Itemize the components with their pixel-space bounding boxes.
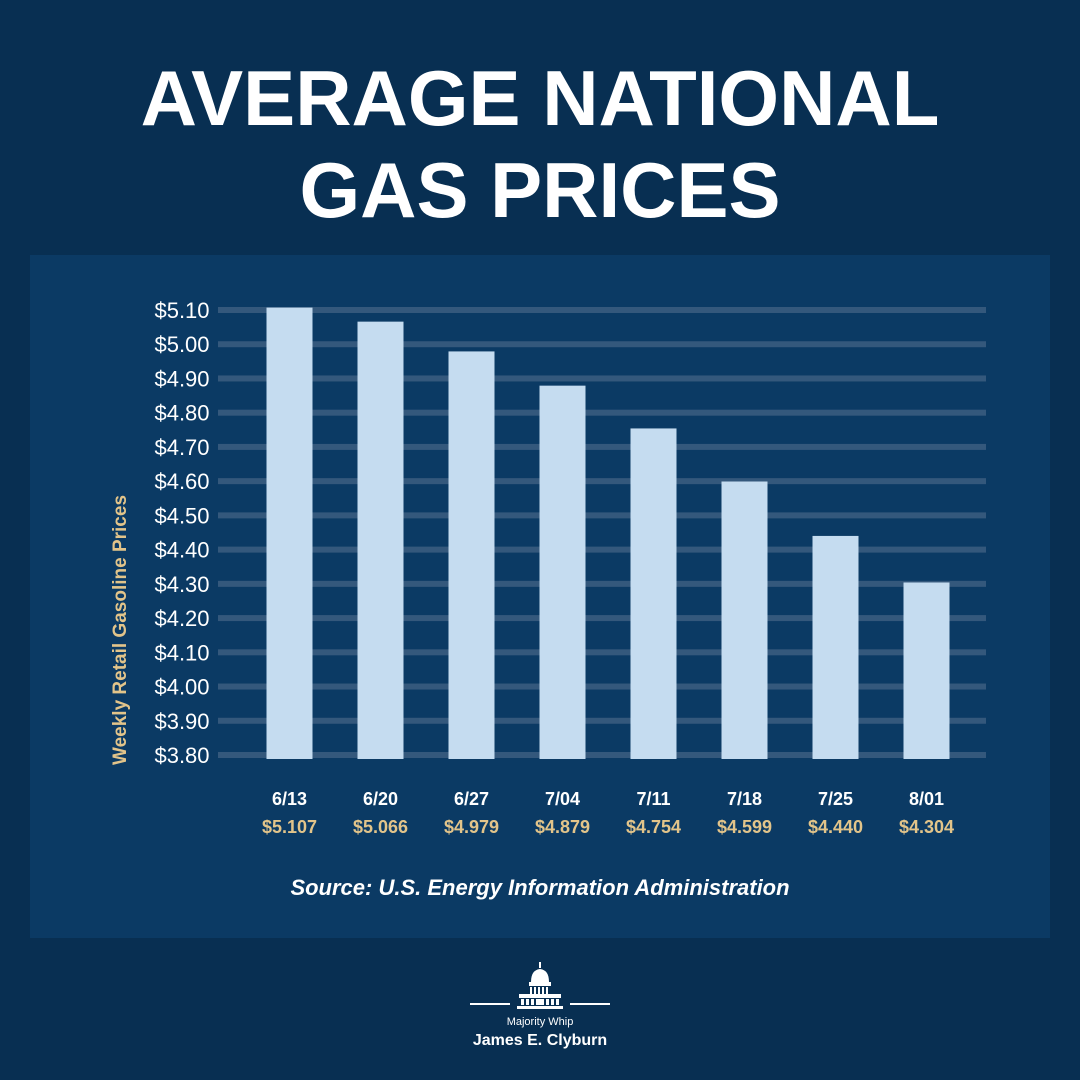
y-axis-label: Weekly Retail Gasoline Prices — [110, 495, 131, 765]
title-line-2: GAS PRICES — [299, 146, 781, 234]
chart-panel: $5.10 $5.00 $4.90 $4.80 $4.70 $4.60 $4.50 $4.40… — [30, 255, 1050, 938]
grid-line — [218, 615, 986, 622]
grid-lines — [218, 307, 986, 758]
value-label: $4.879 — [535, 817, 590, 837]
grid-line — [218, 649, 986, 656]
bar-chart: $5.10 $5.00 $4.90 $4.80 $4.70 $4.60 $4.50 $4.40… — [110, 298, 986, 837]
y-tick-label: $4.80 — [154, 401, 209, 426]
bar-8-01 — [903, 582, 950, 759]
value-label: $5.066 — [353, 817, 408, 837]
y-tick-label: $4.10 — [154, 640, 209, 665]
bars — [266, 307, 950, 759]
grid-line — [218, 341, 986, 348]
value-label: $4.304 — [899, 817, 954, 837]
footer-rule-left — [470, 1003, 510, 1005]
grid-line — [218, 443, 986, 450]
y-tick-label: $5.00 — [154, 332, 209, 357]
value-label: $4.979 — [444, 817, 499, 837]
y-tick-label: $4.70 — [154, 435, 209, 460]
grid-line — [218, 580, 986, 587]
footer-role: Majority Whip — [506, 1016, 574, 1028]
title-line-1: AVERAGE NATIONAL — [140, 54, 940, 142]
x-tick-label: 6/20 — [363, 789, 398, 809]
y-tick-label: $4.00 — [154, 675, 209, 700]
y-tick-labels: $5.10 $5.00 $4.90 $4.80 $4.70 $4.60 $4.50 $4.40… — [154, 298, 209, 768]
x-tick-label: 7/04 — [545, 789, 580, 809]
bar-6-27 — [448, 351, 495, 759]
value-label: $4.754 — [626, 817, 681, 837]
x-tick-label: 7/18 — [727, 789, 762, 809]
grid-line — [218, 375, 986, 382]
grid-line — [218, 409, 986, 416]
grid-line — [218, 546, 986, 553]
footer: Majority Whip James E. Clyburn — [0, 960, 1080, 1070]
x-tick-labels: 6/13 6/20 6/27 7/04 7/11 7/18 7/25 8/01 — [272, 789, 944, 809]
grid-line — [218, 683, 986, 690]
x-tick-label: 7/25 — [818, 789, 853, 809]
y-tick-label: $4.30 — [154, 572, 209, 597]
x-tick-label: 7/11 — [636, 789, 670, 809]
grid-line — [218, 717, 986, 724]
value-label: $5.107 — [262, 817, 317, 837]
grid-line — [218, 752, 986, 758]
bar-7-11 — [630, 428, 677, 759]
bar-6-13 — [266, 307, 313, 759]
y-tick-label: $4.90 — [154, 366, 209, 391]
grid-line — [218, 307, 986, 313]
bar-7-25 — [812, 535, 859, 759]
x-tick-label: 6/27 — [454, 789, 489, 809]
y-tick-label: $4.40 — [154, 538, 209, 563]
source-note: Source: U.S. Energy Information Administ… — [290, 875, 790, 900]
footer-name: James E. Clyburn — [472, 1032, 608, 1049]
value-label: $4.599 — [717, 817, 772, 837]
page-title: AVERAGE NATIONAL GAS PRICES — [0, 52, 1080, 236]
y-tick-label: $3.80 — [154, 743, 209, 768]
y-tick-label: $4.60 — [154, 469, 209, 494]
grid-line — [218, 512, 986, 519]
value-labels: $5.107 $5.066 $4.979 $4.879 $4.754 $4.599 $4.4… — [262, 817, 954, 837]
y-tick-label: $3.90 — [154, 709, 209, 734]
grid-line — [218, 478, 986, 485]
value-label: $4.440 — [808, 817, 863, 837]
footer-rule-right — [570, 1003, 610, 1005]
bar-7-18 — [721, 481, 768, 759]
bar-6-20 — [357, 321, 404, 759]
bar-7-04 — [539, 385, 586, 759]
x-tick-label: 6/13 — [272, 789, 307, 809]
x-tick-label: 8/01 — [909, 789, 944, 809]
y-tick-label: $4.20 — [154, 606, 209, 631]
y-tick-label: $5.10 — [154, 298, 209, 323]
y-tick-label: $4.50 — [154, 503, 209, 528]
capitol-dome-icon — [517, 962, 563, 1009]
